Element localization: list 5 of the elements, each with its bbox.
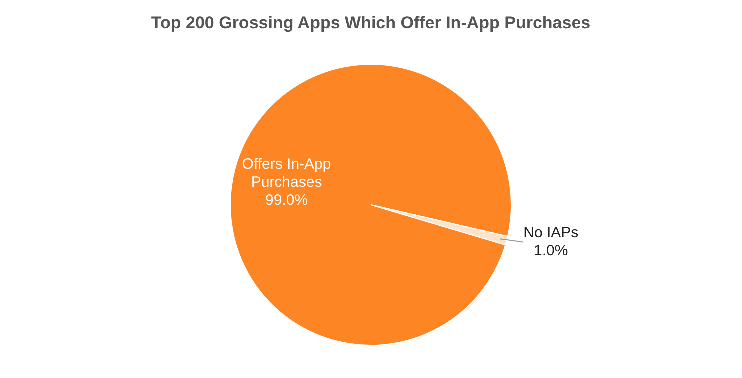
data-label: 99.0% xyxy=(266,192,308,209)
chart-title: Top 200 Grossing Apps Which Offer In-App Purchases xyxy=(151,14,591,33)
data-label: 1.0% xyxy=(534,242,568,260)
slice-label: No IAPs xyxy=(524,224,579,242)
slice-label: Offers In-App Purchases xyxy=(242,156,332,191)
